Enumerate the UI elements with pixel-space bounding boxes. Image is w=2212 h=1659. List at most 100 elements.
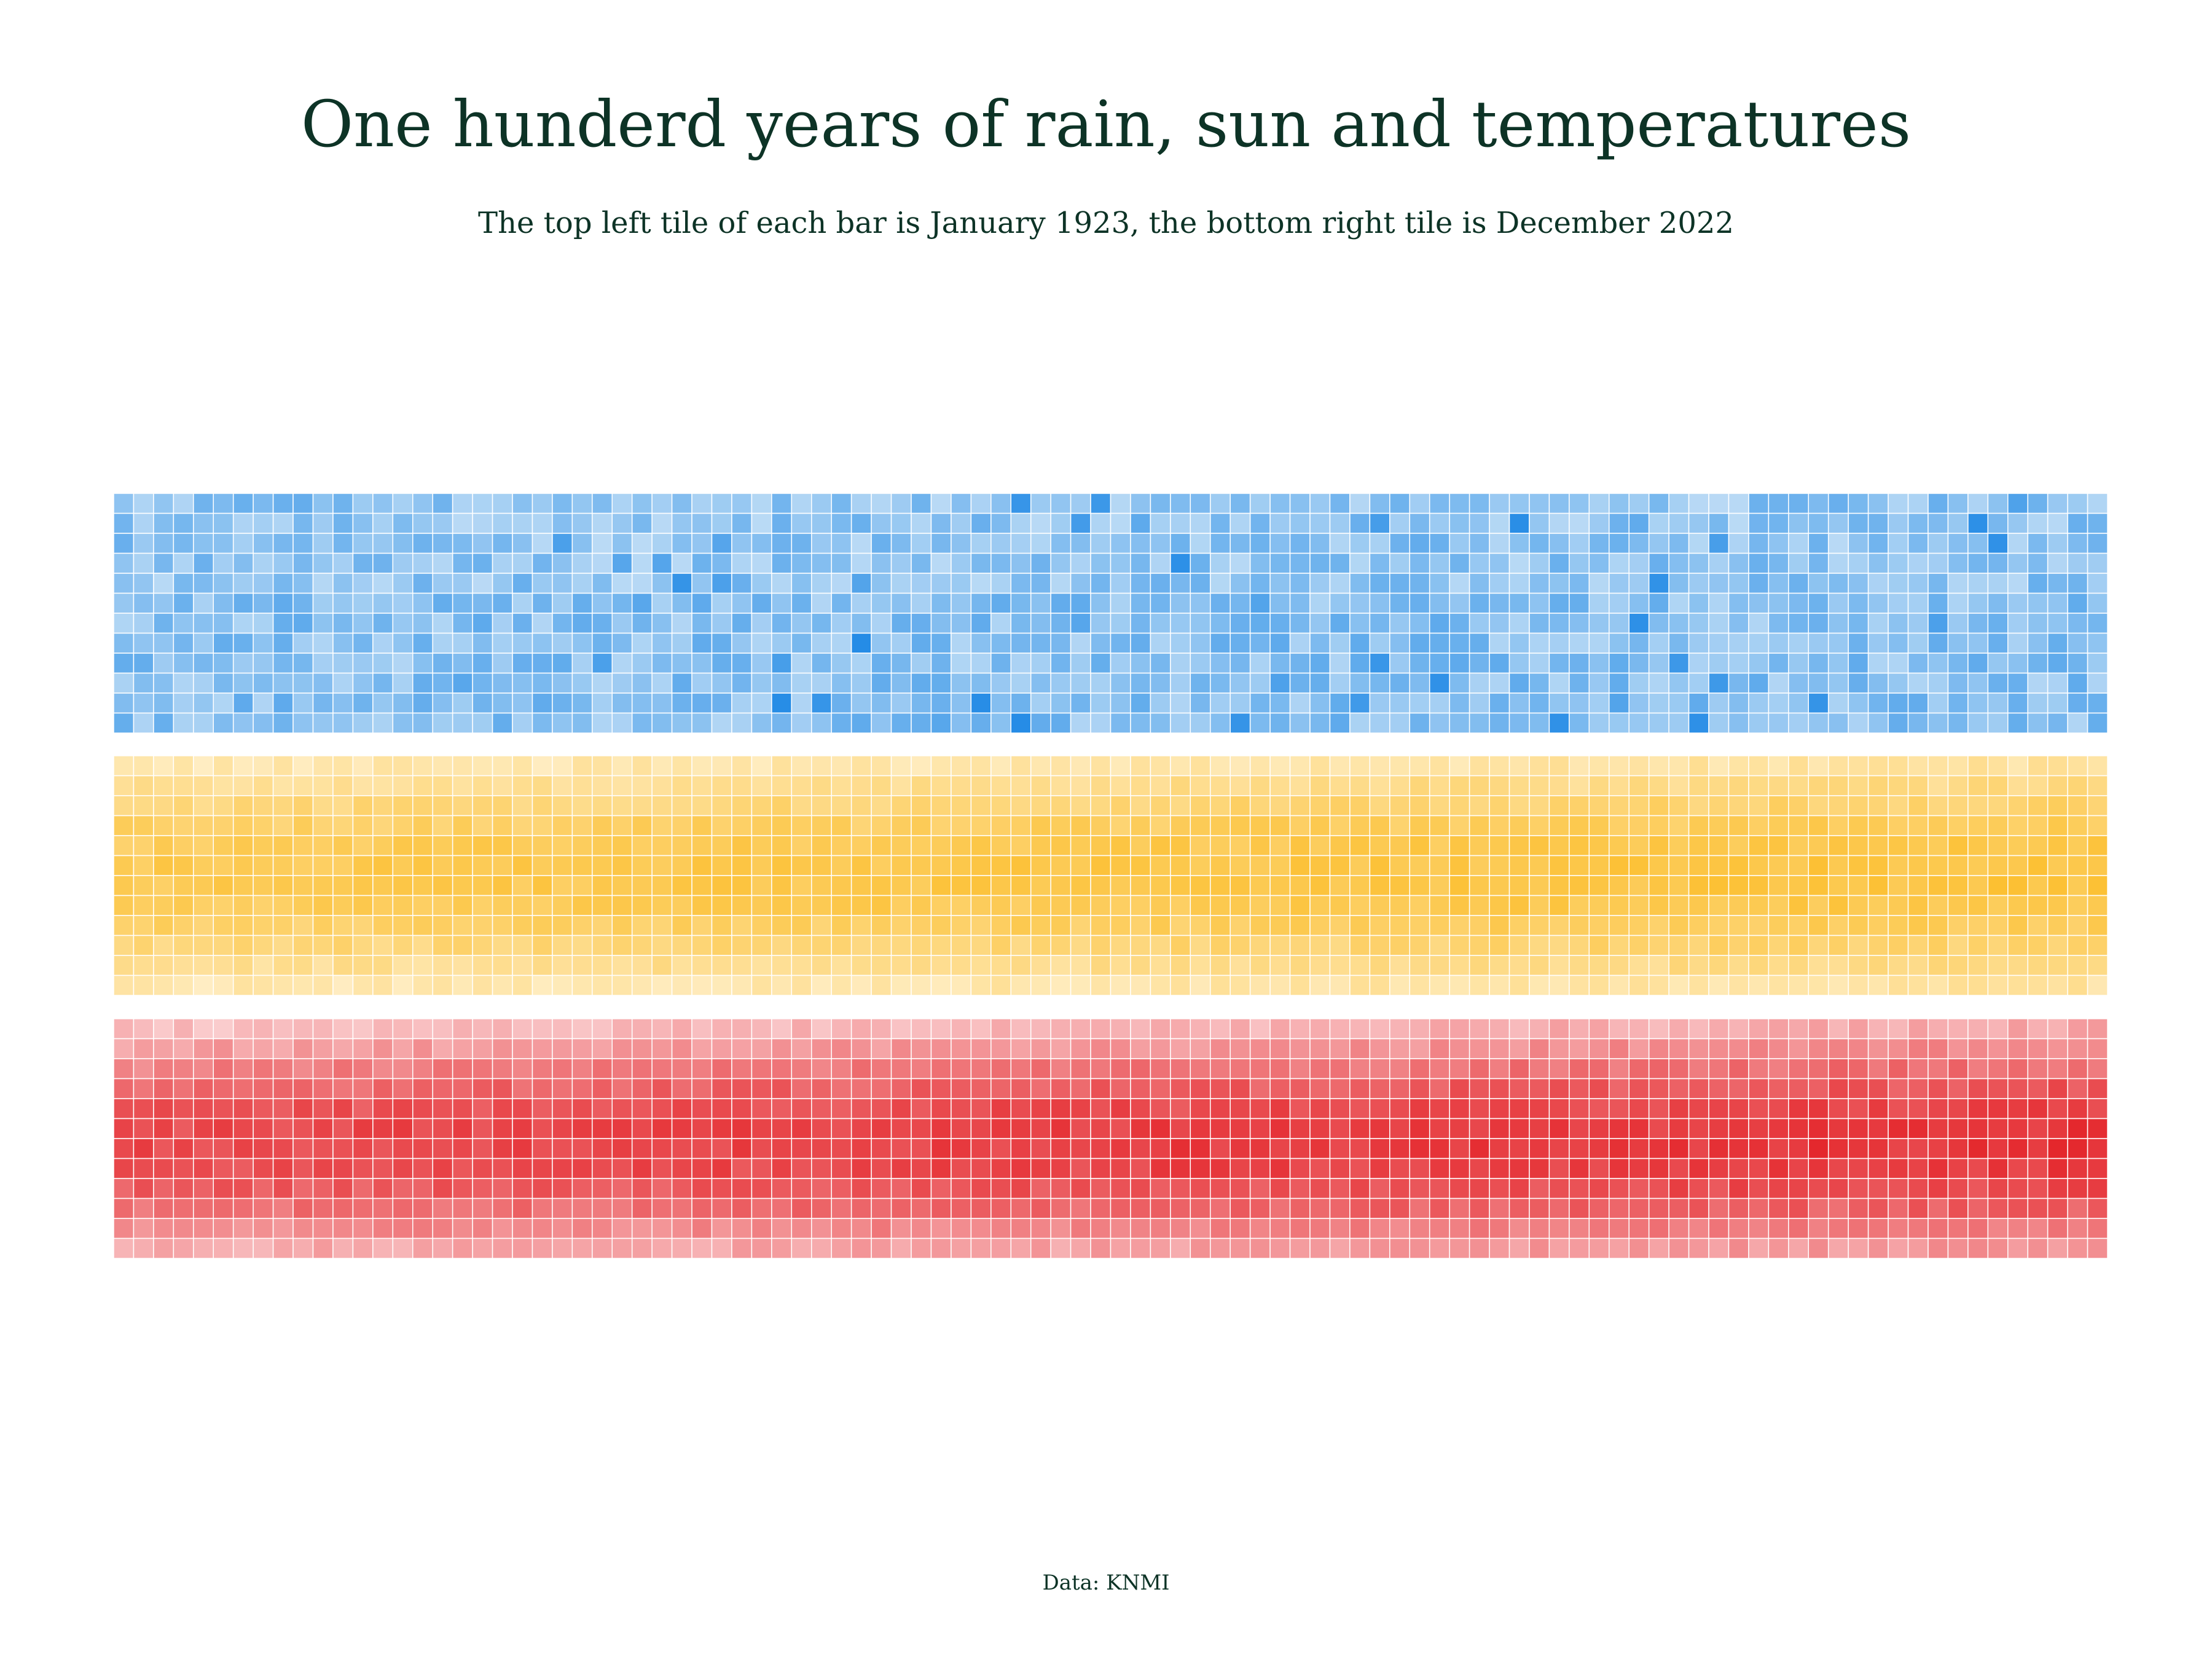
temperatures-tile (631, 1098, 653, 1120)
rain-tile (1788, 712, 1810, 734)
temperatures-tile (1648, 1098, 1669, 1120)
sun-tile (850, 775, 872, 796)
sun-tile (1867, 835, 1889, 857)
temperatures-tile (372, 1118, 394, 1139)
rain-tile (1569, 592, 1590, 614)
temperatures-tile (1010, 1058, 1032, 1080)
temperatures-tile (911, 1218, 932, 1239)
sun-tile (1748, 835, 1770, 857)
rain-tile (1768, 712, 1789, 734)
sun-tile (1329, 915, 1351, 936)
rain-tile (512, 672, 533, 694)
sun-tile (1967, 895, 1989, 916)
rain-tile (1289, 613, 1311, 634)
rain-tile (213, 573, 234, 594)
rain-tile (1907, 692, 1929, 714)
sun-tile (871, 955, 892, 976)
temperatures-tile (412, 1218, 433, 1239)
temperatures-tile (571, 1218, 593, 1239)
sun-tile (850, 795, 872, 817)
rain-tile (631, 493, 653, 514)
rain-tile (1110, 533, 1131, 554)
temperatures-tile (1867, 1038, 1889, 1059)
sun-tile (1588, 955, 1610, 976)
temperatures-tile (552, 1237, 573, 1259)
rain-tile (1529, 512, 1550, 534)
sun-tile (1389, 855, 1411, 876)
rain-tile (1309, 573, 1331, 594)
rain-tile (113, 672, 135, 694)
temperatures-tile (771, 1178, 793, 1199)
rain-tile (133, 592, 154, 614)
temperatures-tile (1588, 1078, 1610, 1099)
sun-tile (472, 955, 493, 976)
rain-tile (831, 692, 852, 714)
rain-tile (292, 613, 314, 634)
rain-tile (1609, 493, 1630, 514)
sun-tile (1190, 755, 1211, 777)
sun-tile (1728, 795, 1749, 817)
rain-tile (811, 592, 832, 614)
temperatures-tile (1848, 1038, 1869, 1059)
temperatures-tile (1529, 1078, 1550, 1099)
temperatures-tile (2067, 1237, 2088, 1259)
sun-tile (552, 815, 573, 836)
sun-tile (1867, 955, 1889, 976)
sun-tile (970, 815, 992, 836)
rain-tile (1449, 672, 1470, 694)
sun-tile (731, 975, 753, 996)
rain-tile (1469, 592, 1490, 614)
temperatures-tile (811, 1058, 832, 1080)
rain-tile (1808, 573, 1829, 594)
rain-tile (711, 653, 732, 674)
rain-tile (1688, 712, 1709, 734)
temperatures-tile (432, 1178, 453, 1199)
rain-tile (791, 632, 812, 654)
temperatures-tile (552, 1038, 573, 1059)
rain-tile (671, 592, 692, 614)
temperatures-tile (552, 1078, 573, 1099)
sun-tile (1867, 975, 1889, 996)
rain-tile (1748, 533, 1770, 554)
sun-tile (1050, 815, 1072, 836)
rain-tile (1030, 592, 1051, 614)
sun-tile (272, 795, 294, 817)
sun-tile (1867, 795, 1889, 817)
sun-tile (1070, 755, 1091, 777)
sun-tile (1369, 855, 1390, 876)
temperatures-tile (1489, 1078, 1510, 1099)
sun-tile (1489, 955, 1510, 976)
temperatures-tile (1928, 1178, 1949, 1199)
sun-tile (1907, 935, 1929, 956)
temperatures-tile (751, 1058, 772, 1080)
sun-tile (1588, 835, 1610, 857)
sun-tile (592, 935, 613, 956)
temperatures-tile (1150, 1178, 1171, 1199)
temperatures-tile (611, 1138, 633, 1159)
rain-tile (1349, 512, 1371, 534)
rain-tile (911, 573, 932, 594)
sun-tile (472, 775, 493, 796)
sun-tile (412, 755, 433, 777)
sun-tile (1070, 835, 1091, 857)
sun-tile (1010, 775, 1032, 796)
temperatures-tile (1708, 1058, 1730, 1080)
sun-tile (1289, 755, 1311, 777)
temperatures-tile (1609, 1198, 1630, 1219)
sun-tile (1389, 815, 1411, 836)
sun-tile (711, 755, 732, 777)
sun-tile (1788, 895, 1810, 916)
temperatures-tile (1230, 1237, 1251, 1259)
sun-tile (631, 855, 653, 876)
sun-tile (392, 775, 414, 796)
rain-tile (731, 512, 753, 534)
temperatures-tile (1409, 1237, 1430, 1259)
rain-tile (133, 672, 154, 694)
temperatures-tile (133, 1237, 154, 1259)
rain-tile (372, 573, 394, 594)
sun-tile (1628, 895, 1650, 916)
temperatures-tile (372, 1158, 394, 1179)
rain-tile (292, 632, 314, 654)
sun-tile (352, 975, 374, 996)
temperatures-tile (193, 1078, 214, 1099)
